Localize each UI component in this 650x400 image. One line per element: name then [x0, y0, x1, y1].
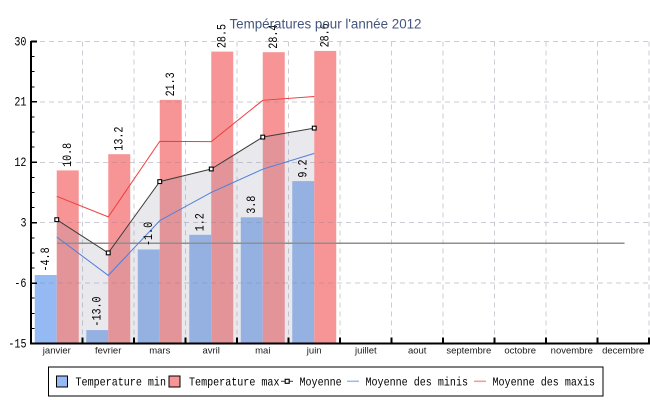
svg-text:-4.8: -4.8: [38, 247, 53, 271]
svg-text:mai: mai: [255, 346, 270, 357]
svg-text:Moyenne des minis: Moyenne des minis: [366, 376, 469, 390]
svg-text:Températures pour l'année 2012: Températures pour l'année 2012: [230, 17, 422, 32]
svg-text:13.2: 13.2: [112, 127, 127, 151]
svg-text:Moyenne des maxis: Moyenne des maxis: [493, 376, 596, 390]
svg-text:10.8: 10.8: [60, 143, 75, 167]
svg-text:-1.0: -1.0: [141, 222, 156, 246]
svg-text:fevrier: fevrier: [95, 346, 121, 357]
svg-text:septembre: septembre: [446, 346, 491, 357]
svg-text:octobre: octobre: [504, 346, 536, 357]
svg-text:Moyenne: Moyenne: [300, 376, 342, 390]
svg-text:janvier: janvier: [42, 346, 71, 357]
svg-text:12: 12: [14, 156, 26, 170]
svg-text:9.2: 9.2: [296, 160, 311, 178]
svg-text:3: 3: [21, 217, 27, 231]
svg-text:avril: avril: [202, 346, 219, 357]
svg-text:decembre: decembre: [602, 346, 644, 357]
svg-text:-6: -6: [14, 277, 26, 291]
svg-text:Temperature min: Temperature min: [76, 376, 167, 390]
svg-text:30: 30: [14, 35, 26, 49]
svg-text:novembre: novembre: [551, 346, 593, 357]
svg-text:aout: aout: [408, 346, 427, 357]
svg-text:28.5: 28.5: [215, 24, 230, 48]
svg-text:mars: mars: [149, 346, 170, 357]
svg-text:juillet: juillet: [354, 346, 377, 357]
svg-text:1.2: 1.2: [193, 213, 208, 231]
svg-text:-13.0: -13.0: [90, 296, 105, 326]
svg-text:-15: -15: [8, 337, 26, 351]
svg-text:Temperature max: Temperature max: [189, 376, 280, 390]
svg-text:21.3: 21.3: [163, 72, 178, 96]
svg-text:28.6: 28.6: [318, 23, 333, 47]
svg-text:juin: juin: [306, 346, 322, 357]
svg-text:3.8: 3.8: [244, 196, 259, 214]
svg-text:21: 21: [14, 96, 26, 110]
svg-text:28.4: 28.4: [266, 24, 281, 48]
